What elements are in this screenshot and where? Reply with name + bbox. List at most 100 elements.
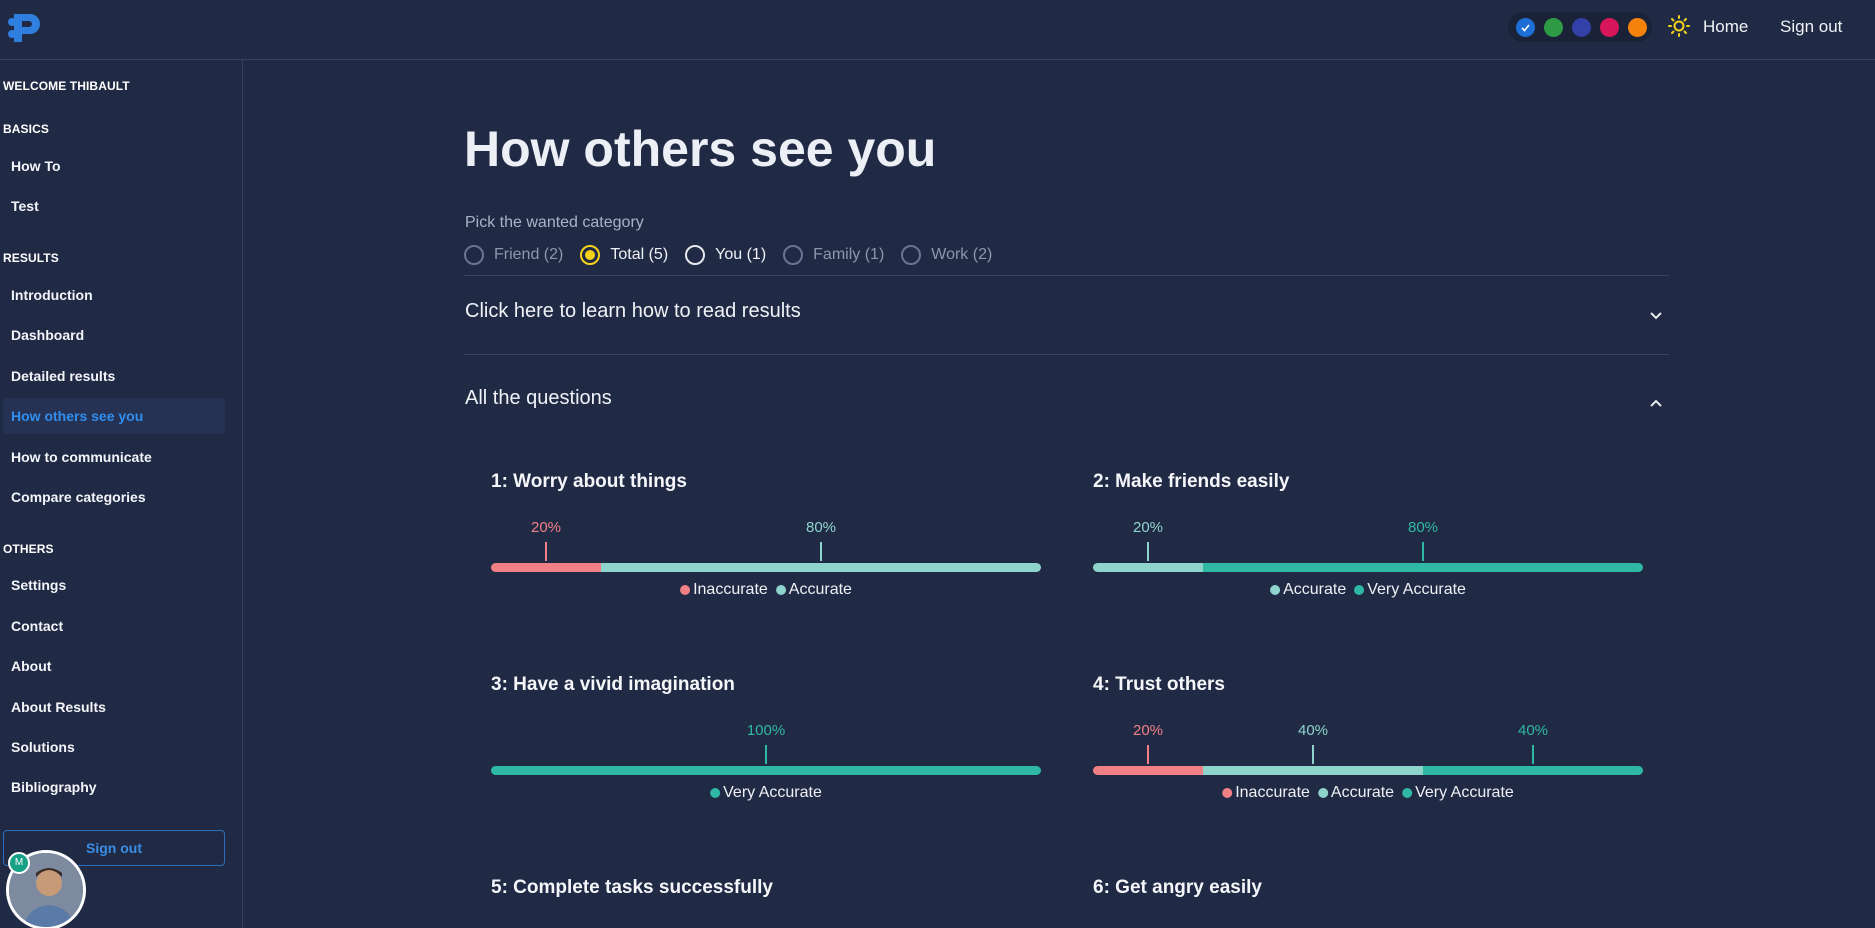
percent-tick (1422, 542, 1424, 561)
legend-label: Inaccurate (693, 581, 768, 598)
category-radio[interactable]: You (1) (685, 245, 766, 265)
legend-label: Inaccurate (1235, 784, 1310, 801)
sun-icon[interactable] (1668, 15, 1690, 37)
theme-swatch[interactable] (1544, 18, 1563, 37)
percent-tick (1147, 745, 1149, 764)
radio-unchecked-icon[interactable] (685, 245, 706, 265)
sidebar-item-about-results[interactable]: About Results (11, 699, 106, 715)
legend-dot-icon (710, 788, 721, 798)
welcome-heading: WELCOME THIBAULT (3, 79, 130, 93)
legend-item: Very Accurate (710, 784, 822, 802)
legend-dot-icon (1402, 788, 1413, 798)
category-radio-label: Family (1) (813, 246, 885, 263)
bar-legend: Inaccurate Accurate Very Accurate (1218, 784, 1518, 802)
radio-unchecked-icon[interactable] (464, 245, 484, 265)
sidebar-item-test[interactable]: Test (11, 198, 39, 214)
sidebar-item-how-others-see-you[interactable]: How others see you (3, 398, 225, 434)
legend-label: Accurate (788, 581, 852, 598)
theme-swatch[interactable] (1628, 18, 1647, 37)
basics-heading: BASICS (3, 122, 49, 136)
bar-segment (1203, 563, 1643, 572)
divider (464, 354, 1669, 355)
bar-segment (491, 563, 601, 572)
radio-unchecked-icon[interactable] (901, 245, 922, 265)
percent-label: 100% (746, 722, 786, 739)
sidebar-item-how-to[interactable]: How To (11, 158, 61, 174)
sidebar-item-bibliography[interactable]: Bibliography (11, 779, 97, 795)
sidebar-item-settings[interactable]: Settings (11, 577, 67, 593)
header-signout-link[interactable]: Sign out (1780, 17, 1843, 36)
chevron-up-icon[interactable] (1648, 395, 1664, 411)
sidebar-item-solutions[interactable]: Solutions (11, 739, 75, 755)
response-bar (1093, 766, 1643, 775)
percent-tick (820, 542, 822, 561)
percent-label: 20% (1132, 722, 1164, 739)
response-bar (1093, 563, 1643, 572)
legend-dot-icon (680, 585, 691, 595)
sidebar-item-dashboard[interactable]: Dashboard (11, 327, 85, 343)
category-radio[interactable]: Total (5) (580, 245, 668, 265)
sidebar-item-compare-categories[interactable]: Compare categories (11, 489, 146, 505)
legend-dot-icon (775, 585, 786, 595)
sidebar-item-introduction[interactable]: Introduction (11, 287, 93, 303)
question-title: 4: Trust others (1093, 674, 1225, 695)
sidebar-item-about[interactable]: About (11, 658, 52, 674)
question-title: 2: Make friends easily (1093, 471, 1290, 492)
top-bar: Home Sign out (0, 0, 1875, 60)
legend-item: Very Accurate (1354, 581, 1466, 599)
bar-segment (1093, 563, 1203, 572)
percent-tick (1532, 745, 1534, 764)
theme-swatch[interactable] (1572, 18, 1591, 37)
learn-results-accordion[interactable]: Click here to learn how to read results (465, 300, 801, 322)
percent-label: 20% (1132, 519, 1164, 536)
logo-icon[interactable] (6, 10, 48, 46)
percent-label: 40% (1517, 722, 1549, 739)
legend-label: Accurate (1330, 784, 1395, 801)
category-radio[interactable]: Work (2) (901, 245, 992, 265)
question-title: 1: Worry about things (491, 471, 687, 492)
percent-label: 20% (530, 519, 562, 536)
home-link[interactable]: Home (1703, 17, 1749, 36)
category-label: Pick the wanted category (465, 214, 644, 231)
percent-tick (1147, 542, 1149, 561)
sidebar-item-contact[interactable]: Contact (11, 618, 64, 634)
bar-legend: Very Accurate (706, 784, 826, 802)
avatar[interactable] (6, 850, 86, 928)
theme-swatch[interactable] (1516, 18, 1535, 37)
percent-label: 80% (1407, 519, 1439, 536)
percent-label: 40% (1297, 722, 1329, 739)
results-heading: RESULTS (3, 251, 59, 265)
category-radio[interactable]: Friend (2) (464, 245, 563, 265)
theme-swatch[interactable] (1600, 18, 1619, 37)
sidebar-item-detailed-results[interactable]: Detailed results (11, 368, 116, 384)
legend-item: Inaccurate (680, 581, 768, 599)
radio-checked-icon[interactable] (580, 245, 601, 265)
legend-item: Accurate (1270, 581, 1346, 599)
bar-legend: Inaccurate Accurate (676, 581, 856, 599)
bar-segment (1423, 766, 1643, 775)
sidebar-item-how-to-communicate[interactable]: How to communicate (11, 449, 152, 465)
category-radio[interactable]: Family (1) (783, 245, 884, 265)
chevron-down-icon[interactable] (1648, 308, 1664, 324)
percent-label: 80% (805, 519, 837, 536)
question-title: 6: Get angry easily (1093, 877, 1262, 898)
sidebar-signout-button[interactable]: Sign out (3, 830, 225, 866)
theme-color-picker (1508, 12, 1652, 42)
category-radio-label: Work (2) (931, 246, 993, 263)
bar-segment (491, 766, 1041, 775)
check-icon (1521, 24, 1530, 32)
category-radio-label: You (1) (715, 246, 767, 263)
bar-segment (1203, 766, 1423, 775)
percent-tick (1312, 745, 1314, 764)
response-bar (491, 563, 1041, 572)
divider (464, 275, 1669, 276)
legend-dot-icon (1354, 585, 1365, 595)
percent-tick (545, 542, 547, 561)
all-questions-accordion[interactable]: All the questions (465, 387, 612, 409)
legend-dot-icon (1222, 788, 1233, 798)
response-bar (491, 766, 1041, 775)
percent-tick (765, 745, 767, 764)
radio-unchecked-icon[interactable] (783, 245, 804, 265)
sidebar: WELCOME THIBAULT BASICS How To Test RESU… (0, 60, 243, 928)
category-radio-label: Friend (2) (494, 246, 564, 263)
